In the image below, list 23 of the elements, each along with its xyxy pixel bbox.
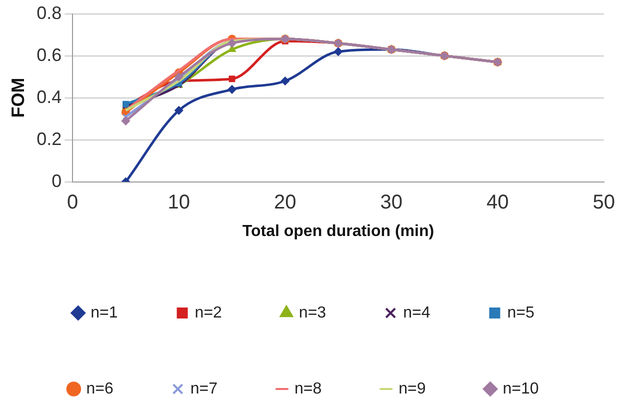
x-tick-label: 0 — [67, 191, 78, 214]
y-tick-label: 0.2 — [36, 128, 62, 149]
x-axis-title: Total open duration (min) — [242, 222, 434, 240]
x-tick-label: 30 — [380, 191, 402, 214]
x-tick-label: 20 — [274, 191, 296, 214]
y-tick-label: 0 — [52, 170, 62, 191]
y-tick-label: 0.4 — [36, 86, 62, 107]
y-tick-label: 0.6 — [36, 44, 62, 65]
x-tick-label: 40 — [486, 191, 509, 214]
y-axis-title: FOM — [8, 78, 28, 118]
legend-label: n=9 — [398, 380, 426, 398]
legend-label: n=2 — [194, 304, 222, 322]
y-tick-label: 0.8 — [36, 2, 62, 23]
legend-label: n=10 — [502, 380, 539, 398]
legend-label: n=5 — [507, 304, 534, 322]
legend-label: n=8 — [294, 380, 322, 398]
x-tick-label: 50 — [592, 191, 615, 214]
x-tick-label: 10 — [168, 191, 190, 214]
legend-label: n=7 — [190, 380, 218, 398]
legend-label: n=3 — [298, 304, 326, 322]
legend-label: n=4 — [403, 304, 430, 322]
legend-label: n=6 — [86, 380, 114, 398]
legend-label: n=1 — [90, 304, 118, 322]
